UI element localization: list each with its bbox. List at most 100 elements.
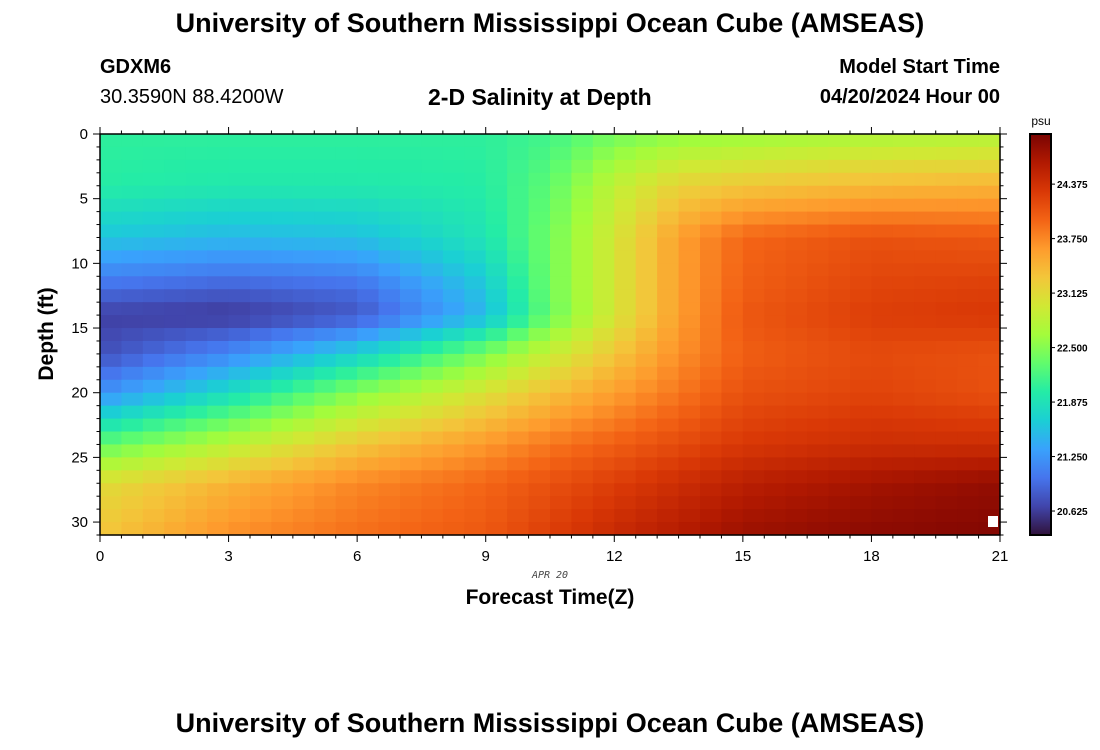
heatmap-cell bbox=[185, 457, 208, 471]
heatmap-cell bbox=[807, 172, 830, 187]
heatmap-cell bbox=[100, 496, 123, 510]
heatmap-cell bbox=[850, 289, 873, 303]
heatmap-cell bbox=[550, 522, 573, 536]
heatmap-cell bbox=[592, 276, 615, 290]
heatmap-cell bbox=[914, 302, 937, 316]
heatmap-cell bbox=[421, 483, 444, 497]
heatmap-cell bbox=[850, 444, 873, 458]
heatmap-cell bbox=[442, 392, 465, 407]
heatmap-cell bbox=[807, 483, 830, 497]
heatmap-cell bbox=[892, 315, 915, 329]
heatmap-cell bbox=[892, 198, 915, 213]
heatmap-cell bbox=[507, 224, 530, 239]
heatmap-cell bbox=[978, 302, 1001, 316]
heatmap-cell bbox=[785, 328, 808, 342]
heatmap-cell bbox=[507, 379, 530, 394]
heatmap-cell bbox=[228, 159, 251, 174]
heatmap-cell bbox=[378, 509, 401, 523]
heatmap-cell bbox=[785, 146, 808, 161]
heatmap-cell bbox=[614, 431, 637, 446]
heatmap-cell bbox=[764, 250, 787, 264]
heatmap-cell bbox=[207, 328, 230, 342]
heatmap-cell bbox=[335, 224, 358, 239]
heatmap-cell bbox=[914, 224, 937, 239]
heatmap-cell bbox=[228, 263, 251, 277]
heatmap-cell bbox=[892, 457, 915, 471]
heatmap-cell bbox=[828, 315, 851, 329]
heatmap-cell bbox=[807, 366, 830, 381]
heatmap-cell bbox=[185, 146, 208, 161]
heatmap-cell bbox=[635, 134, 658, 148]
heatmap-cell bbox=[507, 366, 530, 381]
heatmap-cell bbox=[207, 172, 230, 187]
heatmap-cell bbox=[935, 172, 958, 187]
heatmap-cell bbox=[764, 457, 787, 471]
heatmap-cell bbox=[785, 483, 808, 497]
heatmap-cell bbox=[871, 483, 894, 497]
heatmap-cell bbox=[292, 392, 315, 407]
heatmap-cell bbox=[400, 353, 423, 368]
heatmap-cell bbox=[657, 289, 680, 303]
heatmap-cell bbox=[528, 340, 551, 355]
x-axis-ticks: 0 3 6 9 12 15 18 21 bbox=[96, 127, 1008, 565]
heatmap-cell bbox=[935, 315, 958, 329]
heatmap-cell bbox=[657, 159, 680, 174]
heatmap-cell bbox=[892, 237, 915, 252]
heatmap-cell bbox=[678, 134, 701, 148]
heatmap-cell bbox=[421, 431, 444, 446]
heatmap-cell bbox=[657, 431, 680, 446]
heatmap-cell bbox=[485, 276, 508, 290]
heatmap-cell bbox=[164, 276, 187, 290]
heatmap-cell bbox=[164, 340, 187, 355]
heatmap-cell bbox=[464, 444, 487, 458]
heatmap-cell bbox=[614, 185, 637, 200]
heatmap-cell bbox=[507, 276, 530, 290]
heatmap-cell bbox=[421, 405, 444, 420]
heatmap-cell bbox=[592, 315, 615, 329]
heatmap-cell bbox=[807, 302, 830, 316]
heatmap-cell bbox=[850, 405, 873, 420]
heatmap-cell bbox=[292, 185, 315, 200]
heatmap-cell bbox=[421, 302, 444, 316]
heatmap-cell bbox=[228, 185, 251, 200]
heatmap-cell bbox=[871, 418, 894, 433]
heatmap-cell bbox=[764, 405, 787, 420]
heatmap-cell bbox=[421, 134, 444, 148]
heatmap-cell bbox=[185, 263, 208, 277]
heatmap-cell bbox=[550, 289, 573, 303]
heatmap-cell bbox=[592, 392, 615, 407]
heatmap-cell bbox=[742, 146, 765, 161]
heatmap-cell bbox=[464, 470, 487, 484]
heatmap-cell bbox=[400, 289, 423, 303]
heatmap-cell bbox=[614, 237, 637, 252]
heatmap-cell bbox=[421, 496, 444, 510]
heatmap-cell bbox=[271, 185, 294, 200]
heatmap-cell bbox=[892, 379, 915, 394]
x-tick-label: 15 bbox=[735, 548, 752, 565]
heatmap-cell bbox=[421, 198, 444, 213]
heatmap-cell bbox=[164, 211, 187, 226]
heatmap-cell bbox=[378, 302, 401, 316]
heatmap-cell bbox=[528, 405, 551, 420]
heatmap-cell bbox=[421, 522, 444, 536]
heatmap-cell bbox=[314, 418, 337, 433]
heatmap-cell bbox=[507, 250, 530, 264]
heatmap-cell bbox=[100, 146, 123, 161]
heatmap-cell bbox=[850, 159, 873, 174]
heatmap-cell bbox=[421, 418, 444, 433]
heatmap-cell bbox=[828, 211, 851, 226]
heatmap-cell bbox=[421, 146, 444, 161]
heatmap-cell bbox=[785, 198, 808, 213]
heatmap-cell bbox=[142, 289, 165, 303]
heatmap-cell bbox=[357, 366, 380, 381]
heatmap-cell bbox=[700, 366, 723, 381]
heatmap-cell bbox=[721, 392, 744, 407]
heatmap-cell bbox=[464, 405, 487, 420]
heatmap-cell bbox=[614, 211, 637, 226]
heatmap-cell bbox=[121, 522, 144, 536]
heatmap-cell bbox=[378, 405, 401, 420]
heatmap-cell bbox=[614, 379, 637, 394]
heatmap-cell bbox=[142, 457, 165, 471]
heatmap-cell bbox=[442, 159, 465, 174]
heatmap-cell bbox=[785, 263, 808, 277]
